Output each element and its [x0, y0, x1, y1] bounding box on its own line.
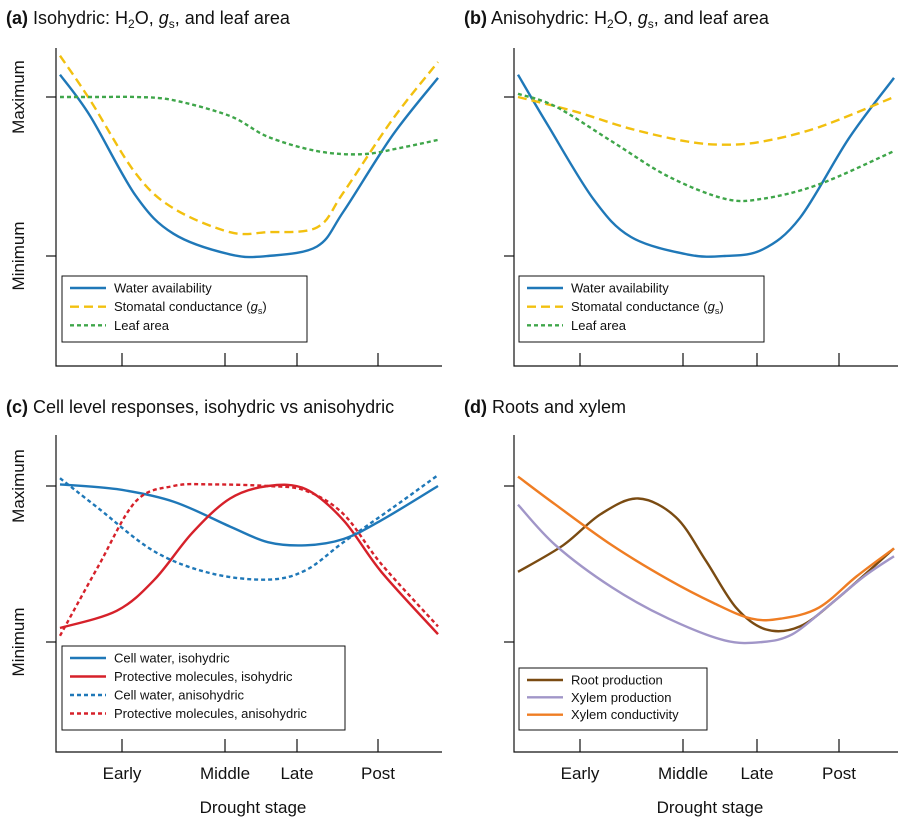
- panel-c: (c) Cell level responses, isohydric vs a…: [6, 397, 442, 817]
- panel-b-axes: [513, 48, 898, 367]
- panel-b-legend-label-0: Water availability: [571, 281, 669, 296]
- panel-a: (a) Isohydric: H2O, gs, and leaf area Max…: [6, 8, 442, 367]
- panel-d-series-1-line: [517, 503, 895, 645]
- panel-b-legend-label-2: Leaf area: [571, 318, 627, 333]
- panel-c-legend-box: [61, 645, 346, 731]
- panel-b-series-2-line: [517, 92, 895, 203]
- panel-c-ylabel-min: Minimum: [9, 608, 28, 677]
- panel-d-xtick-label-1: Middle: [658, 764, 708, 783]
- panel-c-series-3-line: [58, 482, 439, 637]
- panel-d-title: (d) Roots and xylem: [464, 397, 626, 417]
- panel-d-xtick-label-3: Post: [822, 764, 856, 783]
- panel-c-ylabel-max: Maximum: [9, 449, 28, 523]
- panel-d-legend-label-1: Xylem production: [571, 690, 671, 705]
- panel-b-legend: Water availability Stomatal conductance (…: [518, 275, 765, 343]
- panel-a-series-2-line: [59, 95, 439, 156]
- panel-b: (b) Anisohydric: H2O, gs, and leaf area W…: [464, 8, 898, 367]
- panel-d-xlabel: Drought stage: [657, 798, 764, 817]
- panel-c-xlabel: Drought stage: [200, 798, 307, 817]
- panel-c-series-2-line: [59, 474, 439, 581]
- panel-a-series-1-line: [59, 55, 439, 236]
- panel-c-series-0-line: [59, 483, 439, 547]
- panel-c-series-1-line: [59, 483, 439, 636]
- panel-b-legend-label-1: Stomatal conductance (gs): [571, 299, 724, 316]
- panel-d-legend-label-0: Root production: [571, 673, 663, 688]
- panel-c-legend-label-1: Protective molecules, isohydric: [114, 669, 293, 684]
- panel-d-legend-label-2: Xylem conductivity: [571, 707, 679, 722]
- panel-b-series-1-line: [517, 95, 895, 146]
- panel-c-title: (c) Cell level responses, isohydric vs a…: [6, 397, 394, 417]
- panel-d-legend: Root production Xylem production Xylem con…: [518, 667, 708, 731]
- panel-c-xtick-label-2: Late: [280, 764, 313, 783]
- panel-d-xtick-label-0: Early: [561, 764, 600, 783]
- panel-a-legend-label-2: Leaf area: [114, 318, 170, 333]
- panel-c-xtick-label-0: Early: [103, 764, 142, 783]
- panel-d-series-2-line: [517, 475, 895, 622]
- panel-c-legend: Cell water, isohydric Protective molecule…: [61, 645, 346, 731]
- panel-c-legend-label-3: Protective molecules, anisohydric: [114, 706, 307, 721]
- panel-a-axes: [55, 48, 442, 367]
- panel-c-legend-label-0: Cell water, isohydric: [114, 651, 230, 666]
- panel-c-legend-label-2: Cell water, anisohydric: [114, 688, 245, 703]
- panel-a-legend-label-0: Water availability: [114, 281, 212, 296]
- panel-a-legend-label-1: Stomatal conductance (gs): [114, 299, 267, 316]
- panel-d: (d) Roots and xylem Early Middle Late Post Dr…: [464, 397, 898, 817]
- panel-a-legend: Water availability Stomatal conductance (…: [61, 275, 308, 343]
- panel-d-axes: [513, 435, 898, 753]
- panel-d-xtick-label-2: Late: [740, 764, 773, 783]
- panel-c-xtick-label-3: Post: [361, 764, 395, 783]
- panel-a-series-0-line: [59, 73, 439, 259]
- panel-d-legend-box: [518, 667, 708, 731]
- panel-a-title: (a) Isohydric: H2O, gs, and leaf area: [6, 8, 291, 31]
- panel-c-xtick-label-1: Middle: [200, 764, 250, 783]
- panel-a-ylabel-min: Minimum: [9, 222, 28, 291]
- panel-b-series-0-line: [516, 74, 895, 258]
- panel-b-title: (b) Anisohydric: H2O, gs, and leaf area: [464, 8, 770, 31]
- panel-a-ylabel-max: Maximum: [9, 60, 28, 134]
- panel-c-axes: [55, 435, 442, 753]
